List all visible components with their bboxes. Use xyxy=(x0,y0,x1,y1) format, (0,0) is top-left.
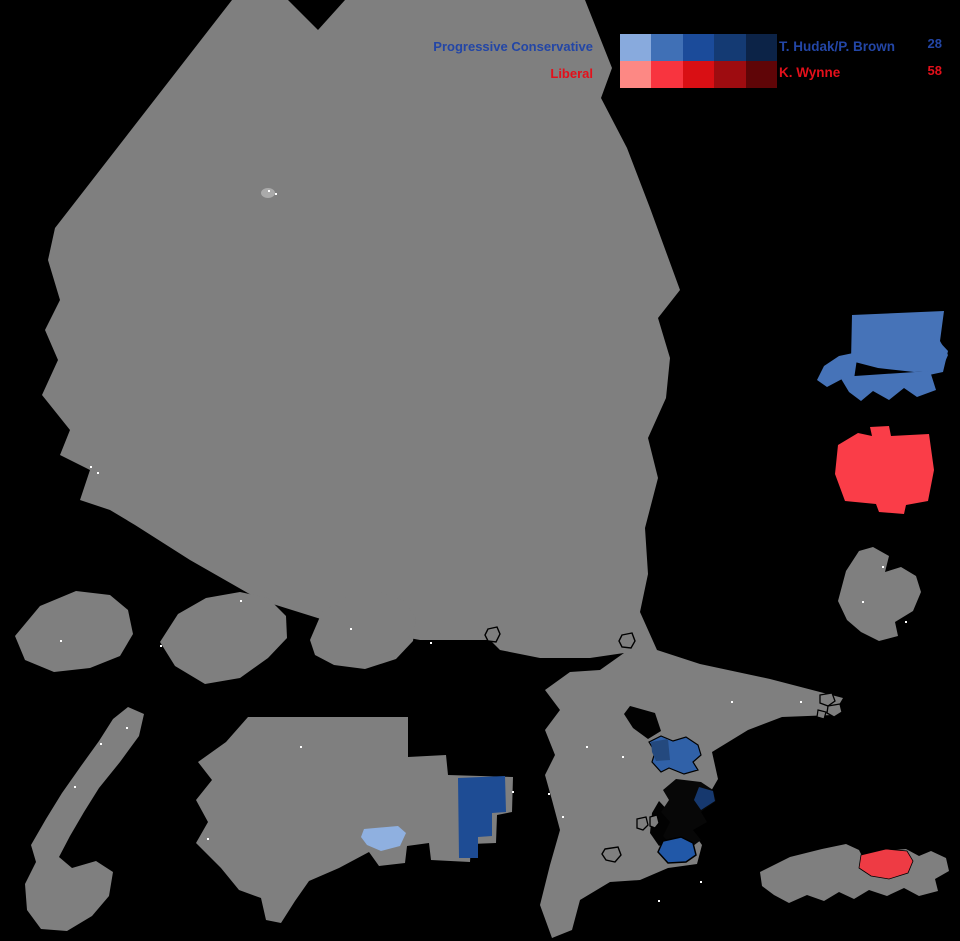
legend-party-label-liberal: Liberal xyxy=(550,66,593,81)
inset-blue-riding-shore xyxy=(840,371,936,401)
small-lake-smudge xyxy=(261,188,275,198)
inset-blue-riding xyxy=(817,311,948,401)
riding-marker xyxy=(636,816,649,831)
scale-swatch xyxy=(620,61,652,88)
inset-blue-riding-mass xyxy=(851,311,948,372)
legend-scale-pc xyxy=(620,34,777,61)
scale-swatch xyxy=(714,61,746,88)
boundary-specks xyxy=(60,190,907,902)
legend-party-label-pc: Progressive Conservative xyxy=(433,39,593,54)
scale-swatch xyxy=(745,34,777,61)
inset-light-blue-riding xyxy=(361,826,406,851)
legend-seats-pc: 28 xyxy=(927,36,942,51)
scale-swatch xyxy=(682,61,715,88)
scale-swatch xyxy=(651,34,683,61)
scale-swatch xyxy=(745,61,777,88)
water-notch-georgian xyxy=(624,706,661,739)
inset-region xyxy=(25,707,144,931)
inset-region xyxy=(310,591,416,669)
riding-marker xyxy=(826,703,843,718)
riding-marker xyxy=(601,846,622,863)
navy-riding-patch-main xyxy=(694,787,715,810)
inset-region-large xyxy=(196,717,513,923)
ontario-mainland xyxy=(42,0,843,938)
inset-blue-riding-curl xyxy=(924,337,948,375)
legend-leader-liberal: K. Wynne xyxy=(779,65,841,80)
blue-riding-dark-lobe xyxy=(651,739,670,761)
inset-region xyxy=(160,592,287,684)
riding-marker xyxy=(618,632,636,649)
inset-navy-riding xyxy=(458,776,506,858)
legend-leader-pc: T. Hudak/P. Brown xyxy=(779,39,896,54)
riding-marker xyxy=(649,814,660,829)
riding-marker xyxy=(816,709,827,720)
scale-swatch xyxy=(651,61,683,88)
riding-marker xyxy=(484,626,501,643)
legend-seats-liberal: 58 xyxy=(927,63,942,78)
scale-swatch xyxy=(714,34,746,61)
inset-region xyxy=(838,547,921,641)
scale-swatch xyxy=(620,34,652,61)
inset-red-full-riding xyxy=(835,426,934,514)
blue-riding-south xyxy=(657,836,697,864)
scale-swatch xyxy=(682,34,715,61)
inset-region xyxy=(15,591,133,672)
riding-marker xyxy=(819,692,836,707)
inset-red-riding xyxy=(858,848,914,880)
legend-scale-liberal xyxy=(620,61,777,88)
